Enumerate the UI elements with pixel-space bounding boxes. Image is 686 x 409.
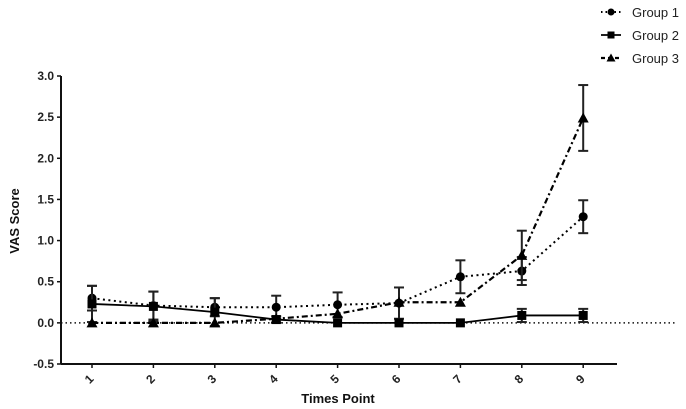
legend-item-group-3: Group 3 [601,51,679,66]
x-axis-title: Times Point [301,391,375,406]
series-group-1 [87,199,589,321]
triangle-marker [577,112,589,123]
y-tick-label: 1.0 [37,234,54,248]
triangle-marker [606,53,616,62]
x-tick-label: 4 [266,372,281,387]
triangle-marker [209,317,221,328]
triangle-marker [270,313,282,324]
triangle-marker [393,296,405,307]
y-tick-label: 1.5 [37,192,54,206]
legend-item-group-1: Group 1 [601,5,679,20]
square-marker [578,310,588,320]
circle-marker [271,302,281,312]
square-marker [87,299,97,309]
triangle-marker [332,308,344,319]
triangle-marker [86,317,98,328]
y-tick-label: -0.5 [33,357,54,371]
legend: Group 1 Group 2 Group 3 [601,5,679,66]
circle-marker [607,8,615,16]
circle-marker [333,300,343,310]
axes: -0.5 0.0 0.5 1.0 1.5 2.0 2.5 3.0 1 2 3 4 5 6 7 8 9 [33,69,677,386]
y-tick-label: 2.0 [37,151,54,165]
series-group-3 [86,84,589,328]
square-marker [333,318,343,328]
circle-marker [578,212,588,222]
x-tick-label: 3 [205,372,220,387]
square-marker [210,307,220,317]
series-layer [86,84,589,328]
square-marker [148,301,158,311]
legend-label: Group 2 [632,28,679,43]
y-tick-label: 2.5 [37,110,54,124]
x-tick-label: 9 [573,372,588,387]
x-tick-label: 2 [143,372,158,387]
y-axis-title: VAS Score [7,188,22,254]
square-marker [455,318,465,328]
x-tick-label: 8 [512,372,527,387]
triangle-marker [516,249,528,260]
x-tick-label: 6 [389,372,404,387]
y-tick-label: 3.0 [37,69,54,83]
legend-label: Group 1 [632,5,679,20]
square-marker [394,318,404,328]
square-marker [607,31,615,39]
triangle-marker [454,296,466,307]
y-tick-label: 0.5 [37,275,54,289]
y-tick-label: 0.0 [37,316,54,330]
circle-marker [455,272,465,282]
triangle-marker [147,317,159,328]
square-marker [517,310,527,320]
legend-label: Group 3 [632,51,679,66]
x-tick-label: 5 [327,372,342,387]
x-tick-label: 1 [82,372,97,387]
x-tick-label: 7 [450,372,465,387]
legend-item-group-2: Group 2 [601,28,679,43]
